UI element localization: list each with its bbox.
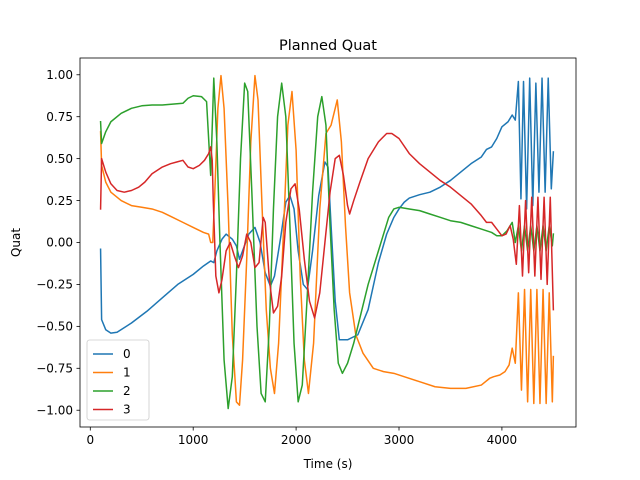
series-line-1 [99, 74, 555, 406]
x-tick-label: 1000 [178, 433, 209, 447]
y-tick-label: 0.75 [46, 110, 73, 124]
y-tick-label: −0.75 [36, 361, 73, 375]
legend-label-1: 1 [123, 366, 131, 380]
series-layer [99, 74, 555, 410]
x-axis-label: Time (s) [303, 457, 353, 471]
y-tick-label: −0.50 [36, 320, 73, 334]
x-axis-ticks: 0 1000 2000 3000 4000 [86, 427, 517, 447]
x-tick-label: 2000 [281, 433, 312, 447]
chart-title: Planned Quat [279, 38, 377, 54]
y-tick-label: −1.00 [36, 403, 73, 417]
series-line-2 [99, 77, 555, 410]
legend-label-0: 0 [123, 347, 131, 361]
y-tick-label: −0.25 [36, 278, 73, 292]
axes-frame [79, 57, 577, 428]
y-axis-label: Quat [9, 228, 23, 257]
series-line-0 [99, 77, 555, 341]
legend-label-2: 2 [123, 384, 131, 398]
y-tick-label: 0.25 [46, 194, 73, 208]
y-tick-label: 1.00 [46, 68, 73, 82]
legend-box [86, 339, 150, 421]
y-tick-label: 0.50 [46, 152, 73, 166]
legend-label-3: 3 [123, 403, 131, 417]
series-line-3 [99, 132, 555, 319]
x-tick-label: 0 [86, 433, 94, 447]
legend: 0 1 2 3 [86, 339, 150, 421]
y-tick-label: 0.00 [46, 236, 73, 250]
y-axis-ticks: −1.00 −0.75 −0.50 −0.25 0.00 0.25 0.50 0.75 1.00 [36, 68, 80, 417]
x-tick-label: 3000 [384, 433, 415, 447]
x-tick-label: 4000 [487, 433, 518, 447]
